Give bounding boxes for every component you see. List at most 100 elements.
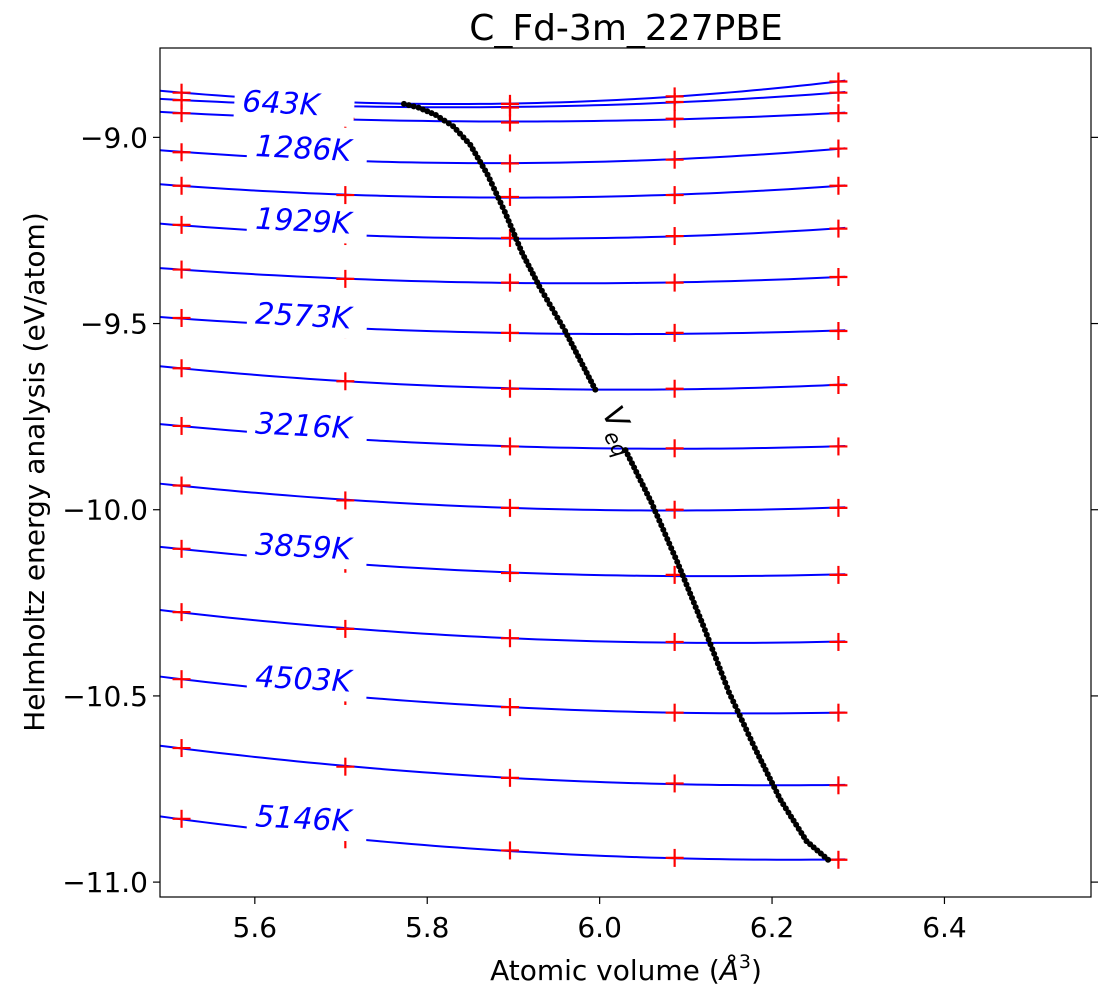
veq-point [491, 185, 498, 192]
data-point-marker [172, 670, 191, 689]
veq-point [700, 622, 707, 629]
temperature-label: 5146K [246, 799, 368, 843]
data-point-marker [665, 150, 684, 169]
data-point-marker [829, 176, 848, 195]
veq-point [488, 180, 495, 187]
data-point-marker [665, 227, 684, 246]
veq-point [736, 712, 743, 719]
plot-frame [159, 47, 1092, 898]
veq-point [551, 310, 558, 317]
veq-point [711, 650, 718, 657]
data-point-marker [172, 539, 191, 558]
veq-point [536, 283, 543, 290]
x-tick-label: 5.6 [233, 911, 278, 944]
veq-point [720, 674, 727, 681]
data-point-marker [829, 83, 848, 102]
data-point-marker [665, 109, 684, 128]
temperature-label: 3216K [246, 406, 368, 450]
x-axis-label-exponent: 3 [739, 951, 751, 973]
data-point-marker [665, 379, 684, 398]
veq-point [495, 194, 502, 201]
data-point-marker [665, 186, 684, 205]
veq-point [445, 120, 452, 127]
veq-point [503, 213, 510, 220]
veq-point [690, 599, 697, 606]
data-point-marker [172, 176, 191, 195]
veq-point [738, 717, 745, 724]
data-point-marker [336, 186, 355, 205]
veq-point [511, 231, 518, 238]
data-point-marker [665, 92, 684, 111]
veq-point [743, 726, 750, 733]
data-point-marker [500, 113, 519, 132]
x-axis-label-close: ) [751, 954, 762, 987]
veq-point [505, 217, 512, 224]
veq-point [650, 503, 657, 510]
data-point-marker [500, 437, 519, 456]
x-axis-label-symbol: Å [718, 953, 739, 987]
veq-point [707, 641, 714, 648]
temperature-label: 1929K [246, 202, 368, 245]
veq-point [658, 522, 665, 529]
data-point-marker [172, 143, 191, 162]
data-point-marker [336, 491, 355, 510]
data-point-marker [172, 809, 191, 828]
veq-point [513, 236, 520, 243]
data-point-marker [500, 841, 519, 860]
veq-point [749, 740, 756, 747]
data-point-marker [500, 187, 519, 206]
veq-point [410, 103, 417, 110]
veq-point [676, 563, 683, 570]
data-point-marker [172, 359, 191, 378]
data-point-marker [665, 323, 684, 342]
veq-curve [400, 100, 832, 863]
veq-point [703, 631, 710, 638]
veq-point [499, 204, 506, 211]
veq-point [441, 117, 448, 124]
temperature-label: 2573K [246, 297, 368, 340]
temperature-label-text: 1929K [254, 202, 354, 242]
data-point-marker [665, 500, 684, 519]
y-axis-ticks: −9.0 −9.5 −10.0 −10.5 −11.0 [62, 121, 1098, 899]
veq-point [732, 703, 739, 710]
veq-point [517, 245, 524, 252]
veq-point [722, 679, 729, 686]
data-point-marker [829, 632, 848, 651]
temperature-label: 643K [233, 84, 355, 128]
data-point-marker [172, 104, 191, 123]
veq-point [713, 655, 720, 662]
data-point-marker [500, 698, 519, 717]
data-point-marker [500, 273, 519, 292]
temperature-labels: 643K 1286K 1929K 2573K 3216K 3859K 4503K 5146K [233, 84, 368, 843]
temperature-label-text: 1286K [254, 129, 354, 169]
veq-point [672, 554, 679, 561]
veq-point [718, 670, 725, 677]
veq-point [592, 386, 599, 393]
veq-point [689, 595, 695, 602]
veq-point [666, 540, 673, 547]
data-point-marker [500, 379, 519, 398]
y-tick-label: −10.0 [62, 494, 148, 527]
data-point-marker [500, 498, 519, 517]
x-axis-label: Atomic volume (Å3) [490, 951, 762, 987]
veq-point [554, 314, 561, 321]
veq-point [685, 586, 692, 592]
data-point-marker [829, 322, 848, 340]
data-point-marker [172, 739, 191, 758]
veq-point [432, 112, 439, 119]
temperature-label-text: 2573K [254, 297, 354, 337]
data-point-marker [829, 437, 848, 456]
veq-point [549, 305, 556, 312]
y-axis-label: Helmholtz energy analysis (eV/atom) [18, 212, 51, 732]
x-tick-label: 6.4 [922, 911, 967, 944]
data-point-marker [665, 703, 684, 722]
temperature-label-text: 3859K [254, 527, 354, 567]
veq-point [696, 613, 703, 620]
data-point-marker [829, 776, 848, 795]
data-point-marker [336, 757, 355, 776]
data-point-marker [665, 848, 684, 867]
veq-point [705, 636, 712, 643]
veq-point [493, 190, 500, 197]
veq-point [559, 323, 566, 330]
